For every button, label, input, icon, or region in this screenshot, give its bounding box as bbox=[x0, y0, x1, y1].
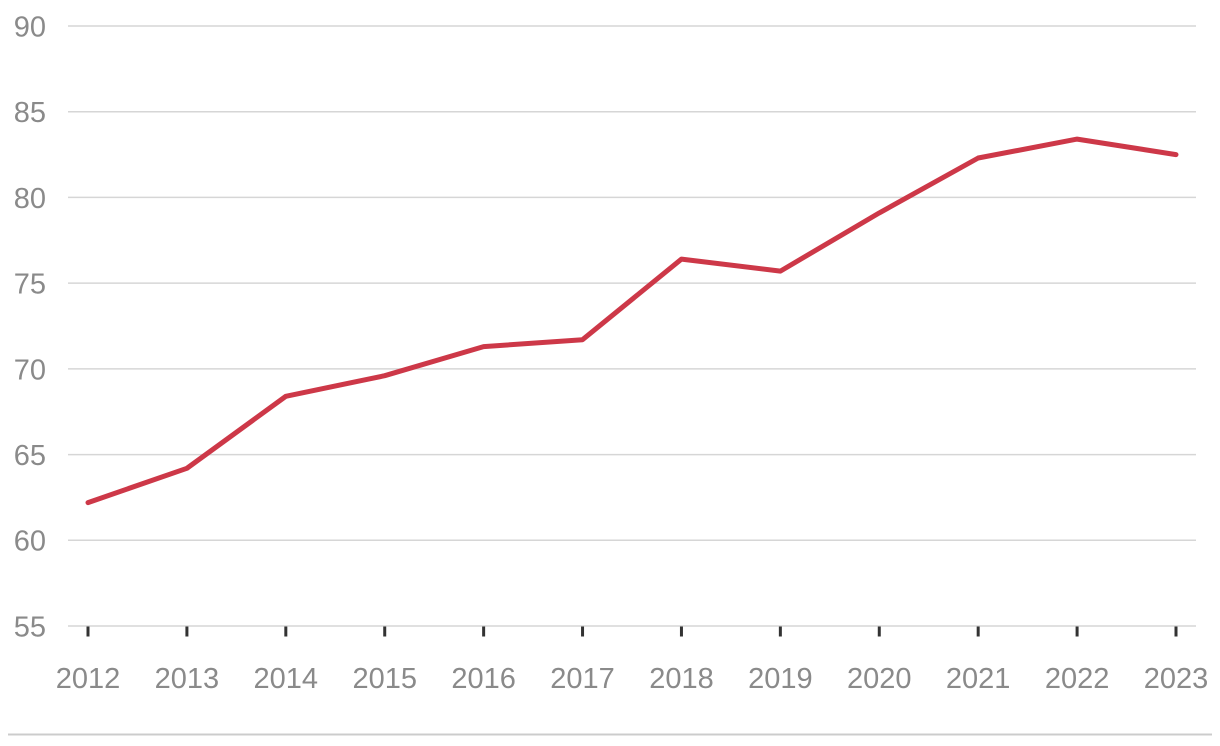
y-axis-label: 90 bbox=[14, 11, 46, 43]
x-axis-label: 2017 bbox=[550, 663, 615, 695]
x-axis-label: 2020 bbox=[847, 663, 912, 695]
y-axis-label: 75 bbox=[14, 269, 46, 301]
y-axis-label: 80 bbox=[14, 183, 46, 215]
y-axis-label: 85 bbox=[14, 97, 46, 129]
x-axis-label: 2015 bbox=[352, 663, 417, 695]
y-axis-label: 65 bbox=[14, 440, 46, 472]
x-axis-label: 2012 bbox=[56, 663, 121, 695]
y-axis-label: 55 bbox=[14, 611, 46, 643]
x-axis-label: 2016 bbox=[451, 663, 516, 695]
x-axis-label: 2018 bbox=[649, 663, 714, 695]
y-axis-label: 60 bbox=[14, 526, 46, 558]
y-axis-label: 70 bbox=[14, 354, 46, 386]
x-axis-label: 2022 bbox=[1045, 663, 1110, 695]
x-axis-label: 2019 bbox=[748, 663, 813, 695]
x-axis-label: 2021 bbox=[946, 663, 1011, 695]
data-line bbox=[85, 136, 1179, 506]
x-axis-label: 2014 bbox=[254, 663, 319, 695]
x-axis-label: 2023 bbox=[1144, 663, 1209, 695]
x-axis-label: 2013 bbox=[155, 663, 220, 695]
